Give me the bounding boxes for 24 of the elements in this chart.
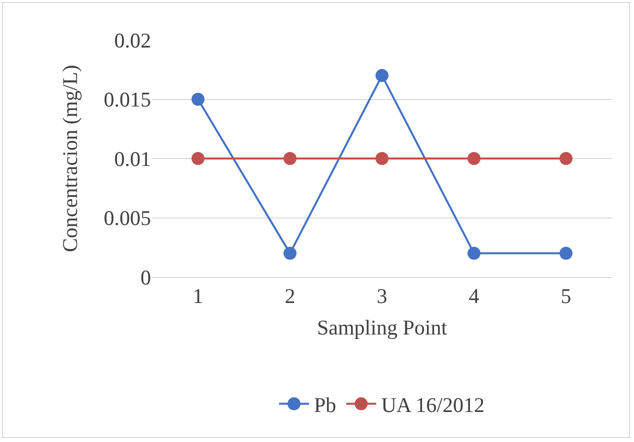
- point: [192, 152, 204, 165]
- point: [560, 246, 572, 260]
- x-tick-label: 1: [192, 284, 204, 308]
- point: [376, 69, 388, 82]
- x-axis-title: Sampling Point: [316, 315, 448, 340]
- x-tick-label: 3: [376, 284, 388, 308]
- y-axis-title: Concentracion (mg/L): [58, 64, 82, 252]
- legend-label: UA 16/2012: [381, 392, 484, 417]
- legend-label: Pb: [314, 392, 336, 417]
- y-tick-label: 0.02: [114, 28, 151, 52]
- point: [560, 152, 572, 165]
- x-tick-label: 2: [284, 284, 296, 308]
- y-tick-label: 0.015: [104, 88, 151, 112]
- point: [284, 152, 296, 165]
- point: [376, 152, 388, 165]
- y-tick-label: 0.01: [114, 146, 151, 171]
- point: [192, 92, 204, 106]
- point: [468, 246, 480, 260]
- x-tick-label: 4: [468, 284, 480, 308]
- point: [468, 152, 480, 165]
- y-tick-label: 0: [140, 265, 151, 290]
- x-tick-label: 5: [560, 284, 572, 308]
- y-tick-label: 0.005: [104, 206, 151, 230]
- point: [284, 246, 296, 260]
